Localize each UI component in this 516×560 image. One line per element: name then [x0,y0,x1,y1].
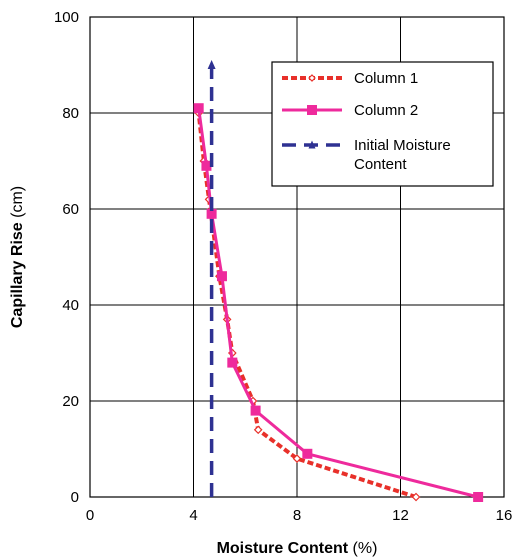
x-axis-ticks: 0 4 8 12 16 [86,507,513,524]
y-tick-label: 40 [62,297,79,314]
data-point-column-1 [292,454,302,463]
legend-item-column-2: Column 2 [282,102,418,119]
legend-box [271,61,494,187]
series-column-2 [193,103,484,502]
x-tick-label: 12 [392,507,409,524]
legend-item-column-1: Column 1 [282,70,418,87]
data-point-column-2 [473,492,484,502]
y-tick-label: 80 [62,105,79,122]
x-axis-title-unit: (%) [348,540,377,557]
legend-label: Column 1 [354,70,418,87]
y-tick-label: 100 [54,9,79,26]
y-tick-label: 20 [62,393,79,410]
data-point-column-2 [250,405,261,416]
plot-area [89,16,505,502]
data-point-initial-moisture-content [207,60,216,69]
y-axis-title-main: Capillary Rise [9,222,26,328]
data-point-column-2 [201,160,212,171]
plot-frame [89,16,505,498]
data-point-column-2 [193,103,204,114]
legend-label: Column 2 [354,102,418,119]
x-axis-title-main: Moisture Content [217,540,349,557]
data-point-column-2 [216,271,227,282]
x-tick-label: 8 [293,507,301,524]
data-point-column-1 [411,492,421,502]
data-point-column-1 [253,425,263,435]
legend-label: Initial Moisture Content [354,137,451,173]
data-point-column-2 [302,448,313,459]
x-axis-title: Moisture Content (%) [217,540,378,557]
data-point-column-2 [307,105,317,115]
data-point-initial-moisture-content [308,140,316,149]
y-axis-title: Capillary Rise (cm) [9,186,26,328]
legend-item-initial-moisture-content: Initial Moisture Content [282,137,451,173]
series-line-column-2 [197,107,479,499]
x-tick-label: 0 [86,507,94,524]
series-initial-moisture-content [207,60,216,497]
data-point-column-2 [227,357,238,368]
y-axis-title-unit: (cm) [9,186,26,222]
legend: Column 1 Column 2 Initial Moisture Content [271,61,494,187]
y-tick-label: 60 [62,201,79,218]
y-axis-ticks: 0 20 40 60 80 100 [54,9,79,506]
x-tick-label: 16 [496,507,513,524]
y-tick-label: 0 [71,489,79,506]
data-point-column-1 [308,74,316,82]
x-tick-label: 4 [189,507,197,524]
data-point-column-2 [206,208,217,219]
